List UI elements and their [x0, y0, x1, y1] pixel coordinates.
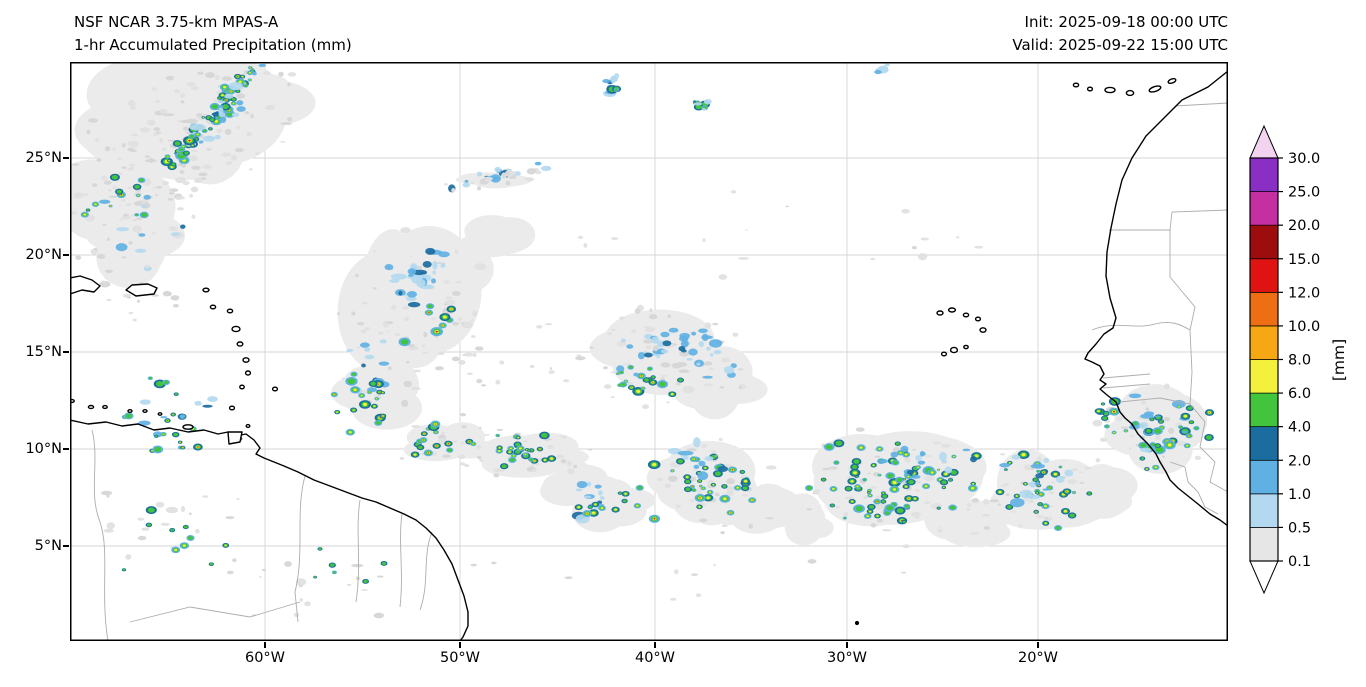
lon-tick-label: 40°W	[634, 650, 676, 666]
lon-tick-mark	[654, 641, 656, 648]
island-puerto-rico	[125, 283, 158, 297]
border-sa-2	[129, 601, 301, 623]
colorbar-tick-label: 25.0	[1288, 185, 1320, 201]
lat-tick-mark	[63, 157, 69, 159]
border-sa-4	[355, 499, 361, 603]
lon-tick-mark	[459, 641, 461, 648]
plot-time-block: Init: 2025-09-18 00:00 UTC Valid: 2025-0…	[1012, 11, 1228, 57]
lat-tick-mark	[63, 351, 69, 353]
border-africa-4	[1091, 321, 1191, 331]
precip-cells-layer	[69, 63, 1215, 619]
lat-tick-label: 20°N	[25, 247, 62, 263]
valid-time: Valid: 2025-09-22 15:00 UTC	[1012, 36, 1228, 54]
colorbar-tick-label: 30.0	[1288, 151, 1320, 167]
border-africa-3	[1169, 230, 1196, 331]
colorbar-tick-label: 12.0	[1288, 285, 1320, 301]
border-africa-9	[1197, 491, 1219, 515]
lat-tick-mark	[63, 448, 69, 450]
border-africa-7	[1189, 329, 1229, 493]
country-borders	[91, 102, 1229, 642]
island-st-peter-paul-rocks	[854, 620, 860, 626]
colorbar-tick-label: 0.5	[1288, 520, 1311, 536]
colorbar-tick-label: 10.0	[1288, 319, 1320, 335]
lat-tick-label: 5°N	[34, 538, 62, 554]
coastline-south-america	[69, 419, 469, 642]
border-africa-5	[1102, 373, 1151, 389]
coastlines	[69, 70, 1229, 642]
colorbar-labels: 0.1 0.5 1.0 2.0 4.0 6.0 8.0 10.0 12.0 15.0 20.0 25.…	[1288, 151, 1320, 570]
border-africa-1	[1174, 102, 1229, 107]
border-sa-6	[419, 531, 433, 611]
colorbar-body	[1249, 124, 1283, 595]
colorbar-tick-label: 4.0	[1288, 420, 1311, 436]
lat-tick-mark	[63, 545, 69, 547]
lat-tick-mark	[63, 254, 69, 256]
lon-tick-label: 30°W	[826, 650, 868, 666]
colorbar-unit: [mm]	[1330, 339, 1348, 381]
map-area	[49, 51, 1229, 642]
islands-cape-verde	[936, 307, 987, 357]
map-frame	[70, 62, 1228, 641]
lon-tick-label: 20°W	[1017, 650, 1059, 666]
plot-title-block: NSF NCAR 3.75-km MPAS-A 1-hr Accumulated…	[74, 11, 352, 57]
colorbar-tick-label: 1.0	[1288, 487, 1311, 503]
island-trinidad	[227, 431, 243, 445]
colorbar-tick-label: 8.0	[1288, 353, 1311, 369]
lon-tick-mark	[846, 641, 848, 648]
colorbar-tick-label: 15.0	[1288, 252, 1320, 268]
colorbar: 0.1 0.5 1.0 2.0 4.0 6.0 8.0 10.0 12.0 15.0 20.0 25.…	[1249, 124, 1348, 595]
border-sa-5	[399, 513, 403, 608]
colorbar-tick-label: 0.1	[1288, 554, 1311, 570]
lat-tick-label: 25°N	[25, 150, 62, 166]
colorbar-tick-label: 20.0	[1288, 218, 1320, 234]
model-title: NSF NCAR 3.75-km MPAS-A	[74, 13, 279, 31]
border-africa-2	[1109, 209, 1229, 231]
colorbar-tick-label: 2.0	[1288, 453, 1311, 469]
coastline-hispaniola-edge	[69, 275, 101, 295]
border-africa-6	[1119, 397, 1191, 405]
map-svg	[49, 51, 1229, 642]
border-sa-3	[294, 475, 306, 623]
field-title: 1-hr Accumulated Precipitation (mm)	[74, 36, 352, 54]
lon-tick-mark	[264, 641, 266, 648]
islands-lesser-antilles	[202, 287, 279, 429]
coastline-africa	[1084, 70, 1229, 527]
border-sa-1	[91, 429, 109, 642]
lat-tick-label: 15°N	[25, 344, 62, 360]
islands-canary	[1072, 77, 1177, 97]
lon-tick-mark	[1037, 641, 1039, 648]
border-africa-8	[1169, 461, 1199, 493]
init-time: Init: 2025-09-18 00:00 UTC	[1024, 13, 1228, 31]
lat-tick-label: 10°N	[25, 441, 62, 457]
lon-tick-label: 60°W	[244, 650, 286, 666]
colorbar-tick-label: 6.0	[1288, 386, 1311, 402]
lon-tick-label: 50°W	[439, 650, 481, 666]
